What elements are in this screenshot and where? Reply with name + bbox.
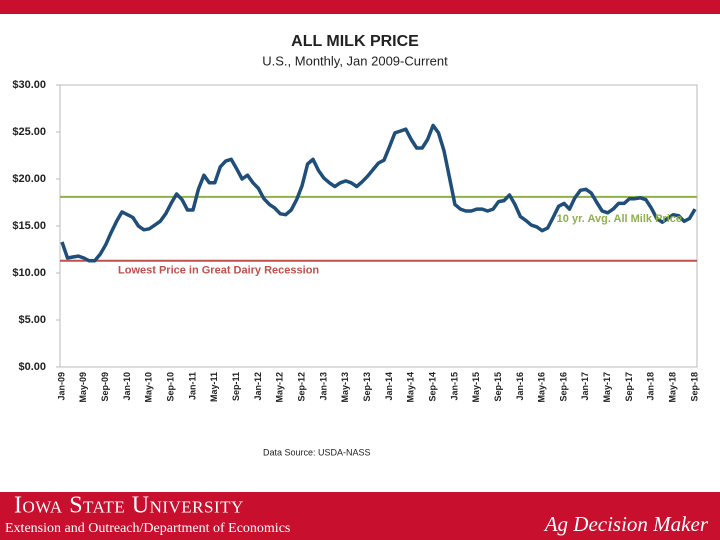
x-tick-label: Sep-16 [558,372,568,402]
y-tick-label: $0.00 [18,361,46,373]
y-tick-label: $15.00 [12,220,46,232]
x-tick-label: Jan-17 [580,372,590,401]
reference-label: Lowest Price in Great Dairy Recession [118,265,319,277]
department: Extension and Outreach/Department of Eco… [5,521,290,536]
y-tick-label: $10.00 [12,267,46,279]
chart-title: ALL MILK PRICE [291,33,419,50]
x-tick-label: May-18 [668,372,678,403]
x-tick-label: Jan-18 [646,372,656,401]
x-tick-label: Jan-09 [56,372,66,401]
top-bar [0,0,720,14]
reference-label: 10 yr. Avg. All Milk Price [557,213,682,225]
x-tick-label: Sep-15 [493,372,503,402]
chart-subtitle: U.S., Monthly, Jan 2009-Current [262,53,448,68]
x-tick-label: Jan-11 [187,372,197,400]
x-tick-label: Jan-13 [318,372,328,401]
x-tick-label: May-10 [144,372,154,403]
x-tick-label: May-11 [209,372,219,402]
x-tick-label: May-12 [275,372,285,403]
y-tick-label: $30.00 [12,79,46,91]
x-tick-label: Sep-10 [166,372,176,402]
x-tick-label: May-13 [340,372,350,403]
y-tick-label: $25.00 [12,126,46,138]
source-note: Data Source: USDA-NASS [263,447,371,457]
x-tick-label: Sep-14 [427,372,437,402]
x-tick-label: Sep-18 [689,372,699,402]
university-name: Iowa State University [14,493,244,519]
x-tick-label: May-17 [602,372,612,403]
price-line [60,123,697,263]
x-tick-label: Sep-17 [624,372,634,402]
y-tick-label: $5.00 [18,314,46,326]
x-tick-label: May-09 [78,372,88,403]
x-tick-label: May-14 [406,372,416,403]
x-tick-label: Jan-16 [515,372,525,401]
x-tick-label: Jan-15 [449,372,459,401]
x-tick-label: May-16 [537,372,547,403]
x-tick-label: Sep-12 [296,372,306,402]
x-tick-label: Sep-11 [231,372,241,401]
x-tick-label: Sep-13 [362,372,372,402]
y-tick-label: $20.00 [12,173,46,185]
footer-band [0,492,720,540]
x-tick-label: May-15 [471,372,481,403]
x-tick-label: Sep-09 [100,372,110,402]
brand: Ag Decision Maker [543,512,709,536]
x-tick-label: Jan-12 [253,372,263,401]
x-tick-label: Jan-14 [384,372,394,401]
x-tick-label: Jan-10 [122,372,132,401]
